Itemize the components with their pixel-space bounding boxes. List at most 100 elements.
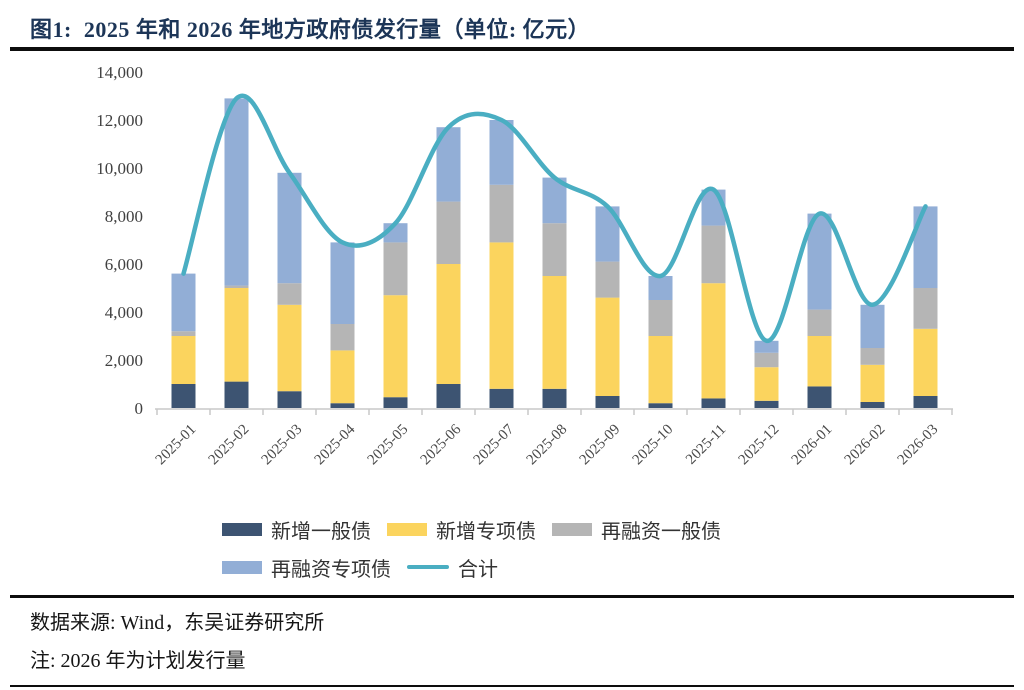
x-axis-label: 2025-08	[524, 422, 571, 469]
bar-segment-1	[807, 336, 832, 387]
bar-segment-0	[807, 386, 832, 408]
legend-item-3: 再融资专项债	[222, 553, 391, 582]
bar-segment-2	[542, 223, 567, 276]
legend-item-2: 再融资一般债	[552, 515, 721, 544]
x-axis-label: 2025-12	[736, 422, 783, 469]
legend-label: 新增一般债	[271, 520, 371, 543]
bar-segment-3	[754, 340, 779, 353]
x-axis-label: 2026-03	[895, 422, 942, 469]
total-line	[181, 93, 928, 344]
y-axis-label: 6,000	[105, 255, 143, 274]
x-axis-label: 2026-01	[789, 422, 836, 469]
legend-swatch	[222, 560, 262, 574]
source-text: 数据来源: Wind，东吴证券研究所	[30, 612, 325, 634]
bar-segment-1	[224, 288, 249, 382]
bar-segment-2	[648, 300, 673, 336]
legend-row-2: 再融资专项债 合计	[222, 548, 1002, 586]
legend-label: 合计	[458, 558, 498, 581]
bar-segment-2	[224, 285, 249, 288]
bar-segment-2	[701, 225, 726, 284]
bar-segment-1	[701, 283, 726, 399]
bar-segment-2	[330, 324, 355, 351]
bar-segment-3	[277, 172, 302, 284]
bar-segment-0	[913, 396, 938, 408]
legend-label: 再融资专项债	[271, 558, 391, 581]
bar-segment-0	[542, 388, 567, 408]
bar-segment-0	[754, 400, 779, 408]
bar-segment-2	[595, 261, 620, 298]
x-axis-label: 2025-04	[312, 421, 359, 468]
chart: 0 2,000 4,000 6,000 8,000 10,000 12,000 14,000 2…	[96, 63, 953, 469]
bar-segment-1	[542, 276, 567, 389]
bar-segment-0	[171, 384, 196, 408]
y-axis-label: 0	[135, 399, 144, 418]
bar-segment-2	[860, 348, 885, 365]
bar-segment-1	[860, 364, 885, 402]
title-divider	[10, 47, 1014, 51]
footer-divider	[10, 595, 1014, 598]
bar-segment-1	[648, 336, 673, 404]
bar-segment-1	[330, 350, 355, 404]
bar-segment-1	[754, 367, 779, 401]
bar-segment-3	[171, 273, 196, 332]
bar-segment-1	[436, 264, 461, 384]
x-axis-label: 2025-03	[259, 422, 306, 469]
y-axis-label: 14,000	[96, 63, 143, 82]
bar-segment-3	[913, 206, 938, 288]
bar-segment-0	[489, 388, 514, 408]
legend-swatch	[222, 522, 262, 536]
bar-segment-0	[860, 402, 885, 408]
legend-label: 新增专项债	[436, 520, 536, 543]
y-axis-label: 4,000	[105, 303, 143, 322]
bar-segment-2	[436, 201, 461, 264]
bar-segment-0	[224, 381, 249, 408]
bar-segment-3	[224, 98, 249, 286]
legend-line-swatch	[407, 565, 449, 569]
x-axis-label: 2025-06	[418, 421, 465, 468]
y-axis-label: 10,000	[96, 159, 143, 178]
bottom-divider	[10, 685, 1014, 687]
bar-segment-0	[595, 396, 620, 408]
legend-swatch	[387, 522, 427, 536]
legend-row-1: 新增一般债 新增专项债 再融资一般债	[222, 510, 1002, 548]
legend-label: 再融资一般债	[601, 520, 721, 543]
bar-segment-3	[648, 276, 673, 300]
bar-segment-2	[171, 331, 196, 336]
bar-segment-3	[860, 304, 885, 348]
bar-segment-2	[489, 184, 514, 243]
bar-segment-3	[807, 213, 832, 310]
x-axis-label: 2026-02	[842, 422, 889, 469]
bar-segment-0	[701, 398, 726, 408]
x-axis-label: 2025-07	[471, 421, 518, 468]
note-text: 注: 2026 年为计划发行量	[30, 650, 246, 672]
x-axis-label: 2025-11	[683, 422, 729, 468]
bar-segment-0	[436, 384, 461, 408]
chart-legend: 新增一般债 新增专项债 再融资一般债 再融资专项债 合计	[222, 510, 1002, 586]
bar-segment-2	[913, 288, 938, 329]
bar-segment-0	[330, 403, 355, 408]
bar-segment-3	[330, 242, 355, 324]
x-axis-label: 2025-01	[153, 422, 200, 469]
x-axis-label: 2025-02	[206, 422, 253, 469]
bar-segment-3	[489, 120, 514, 185]
bar-segment-2	[277, 283, 302, 305]
bar-segment-1	[383, 295, 408, 398]
legend-item-4: 合计	[407, 553, 498, 582]
page-title: 图1: 2025 年和 2026 年地方政府债发行量（单位: 亿元）	[30, 17, 591, 42]
bar-segment-1	[277, 304, 302, 392]
bar-segment-0	[277, 391, 302, 408]
bar-segment-0	[383, 397, 408, 408]
y-axis-label: 2,000	[105, 351, 143, 370]
bar-segment-0	[648, 403, 673, 408]
bar-segment-2	[754, 352, 779, 368]
legend-swatch	[552, 522, 592, 536]
bar-segment-1	[171, 336, 196, 384]
x-axis-label: 2025-09	[577, 422, 624, 469]
bar-segment-1	[489, 242, 514, 389]
y-axis-label: 12,000	[96, 111, 143, 130]
bar-segment-2	[807, 309, 832, 336]
legend-item-1: 新增专项债	[387, 515, 536, 544]
bar-segment-2	[383, 242, 408, 296]
x-axis-label: 2025-05	[365, 422, 412, 469]
